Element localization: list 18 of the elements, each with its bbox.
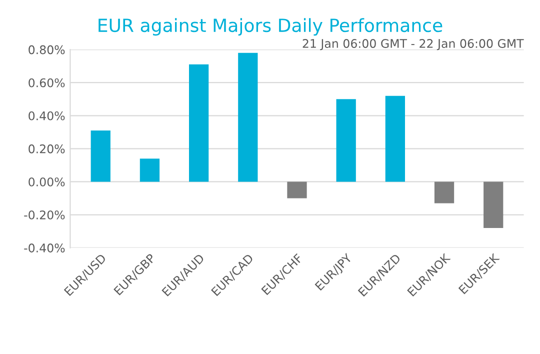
chart-title: EUR against Majors Daily Performance xyxy=(98,18,442,36)
bar xyxy=(336,99,356,182)
bar xyxy=(385,96,405,182)
bar xyxy=(140,158,160,182)
y-tick-label: 0.40% xyxy=(28,111,65,120)
bar xyxy=(189,64,209,182)
bar xyxy=(434,182,454,204)
y-tick-label: 0.80% xyxy=(28,45,65,54)
bar xyxy=(238,52,258,182)
y-tick-label: 0.00% xyxy=(28,177,65,186)
bar xyxy=(287,182,307,198)
bar xyxy=(90,130,110,182)
y-tick-label: 0.60% xyxy=(28,78,65,88)
chart-subtitle: 21 Jan 06:00 GMT - 22 Jan 06:00 GMT xyxy=(302,39,524,50)
y-tick-label: -0.40% xyxy=(24,244,65,252)
y-tick-label: 0.20% xyxy=(28,144,65,154)
y-tick-label: -0.20% xyxy=(24,210,65,220)
bar xyxy=(484,182,504,228)
